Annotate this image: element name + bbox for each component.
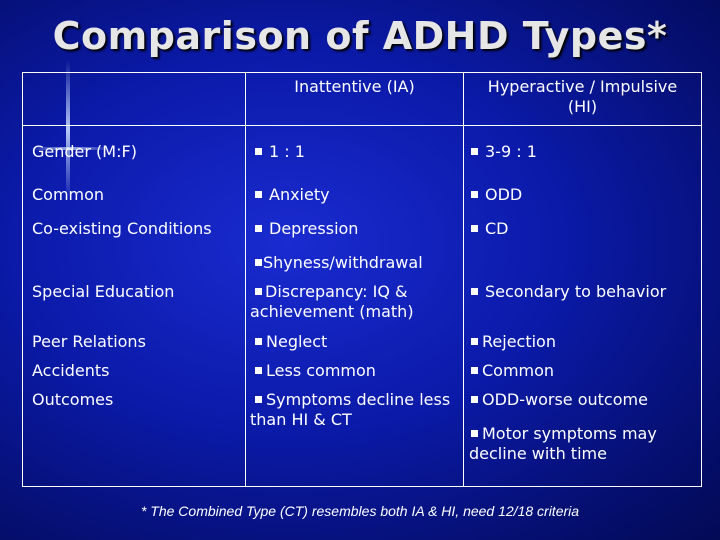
bullet-icon xyxy=(255,367,262,374)
table-column-divider-1 xyxy=(245,72,246,487)
special-ed-ia-text: Discrepancy: IQ & xyxy=(265,282,408,301)
bullet-icon xyxy=(255,191,262,198)
bullet-icon xyxy=(255,396,262,403)
slide-title: Comparison of ADHD Types* xyxy=(52,14,668,58)
bullet-icon xyxy=(255,259,262,266)
coexisting-hi-text: CD xyxy=(485,219,509,238)
table-border-right xyxy=(701,72,702,487)
common-ia: Anxiety xyxy=(255,185,330,205)
common-hi: ODD xyxy=(471,185,522,205)
background-glow-vertical xyxy=(66,60,70,200)
accidents-ia-text: Less common xyxy=(266,361,376,380)
outcomes-hi-text: ODD-worse outcome xyxy=(482,390,648,409)
accidents-hi-text: Common xyxy=(482,361,555,380)
special-ed-ia-line1: Discrepancy: IQ & xyxy=(255,282,408,302)
gender-hi: 3-9 : 1 xyxy=(471,142,537,162)
gender-hi-text: 3-9 : 1 xyxy=(485,142,537,161)
motor-hi-line2: decline with time xyxy=(469,444,607,463)
row-label-coexisting: Co-existing Conditions xyxy=(32,219,212,238)
footnote: * The Combined Type (CT) resembles both … xyxy=(140,503,580,519)
outcomes-ia-line1: Symptoms decline less xyxy=(255,390,450,410)
header-inattentive: Inattentive (IA) xyxy=(294,77,415,96)
bullet-icon xyxy=(471,225,478,232)
bullet-icon xyxy=(471,191,478,198)
bullet-icon xyxy=(471,396,478,403)
gender-ia-text: 1 : 1 xyxy=(269,142,305,161)
coexisting-ia-text: Depression xyxy=(269,219,359,238)
bullet-icon xyxy=(471,148,478,155)
bullet-icon xyxy=(255,338,262,345)
header-hyperactive-line2: (HI) xyxy=(567,97,598,116)
shyness-ia-text: Shyness/withdrawal xyxy=(263,253,423,272)
accidents-ia: Less common xyxy=(255,361,376,381)
outcomes-ia-line2: than HI & CT xyxy=(250,410,352,429)
row-label-common: Common xyxy=(32,185,105,204)
header-hyperactive-line1: Hyperactive / Impulsive xyxy=(487,77,678,96)
row-label-peer-relations: Peer Relations xyxy=(32,332,146,351)
row-label-outcomes: Outcomes xyxy=(32,390,114,409)
background-glow-horizontal xyxy=(30,147,110,150)
bullet-icon xyxy=(255,288,262,295)
bullet-icon xyxy=(255,148,262,155)
special-ed-hi-text: Secondary to behavior xyxy=(485,282,667,301)
coexisting-hi: CD xyxy=(471,219,509,239)
bullet-icon xyxy=(471,367,478,374)
peer-ia: Neglect xyxy=(255,332,327,352)
motor-hi-text: Motor symptoms may xyxy=(482,424,657,443)
bullet-icon xyxy=(255,225,262,232)
common-hi-text: ODD xyxy=(485,185,523,204)
table-border-left xyxy=(22,72,23,487)
row-label-gender: Gender (M:F) xyxy=(32,142,137,161)
bullet-icon xyxy=(471,288,478,295)
outcomes-ia-text: Symptoms decline less xyxy=(266,390,451,409)
bullet-icon xyxy=(471,338,478,345)
special-ed-hi: Secondary to behavior xyxy=(471,282,666,302)
coexisting-ia: Depression xyxy=(255,219,358,239)
table-border-top xyxy=(22,72,702,73)
peer-hi: Rejection xyxy=(471,332,556,352)
table-border-bottom xyxy=(22,486,702,487)
outcomes-hi: ODD-worse outcome xyxy=(471,390,648,410)
shyness-ia: Shyness/withdrawal xyxy=(255,253,423,273)
common-ia-text: Anxiety xyxy=(269,185,330,204)
peer-ia-text: Neglect xyxy=(266,332,328,351)
bullet-icon xyxy=(471,430,478,437)
row-label-accidents: Accidents xyxy=(32,361,110,380)
motor-hi-line1: Motor symptoms may xyxy=(471,424,657,444)
gender-ia: 1 : 1 xyxy=(255,142,305,162)
table-column-divider-2 xyxy=(463,72,464,487)
row-label-special-education: Special Education xyxy=(32,282,175,301)
special-ed-ia-line2: achievement (math) xyxy=(250,302,414,321)
table-header-divider xyxy=(22,125,702,126)
peer-hi-text: Rejection xyxy=(482,332,556,351)
accidents-hi: Common xyxy=(471,361,554,381)
